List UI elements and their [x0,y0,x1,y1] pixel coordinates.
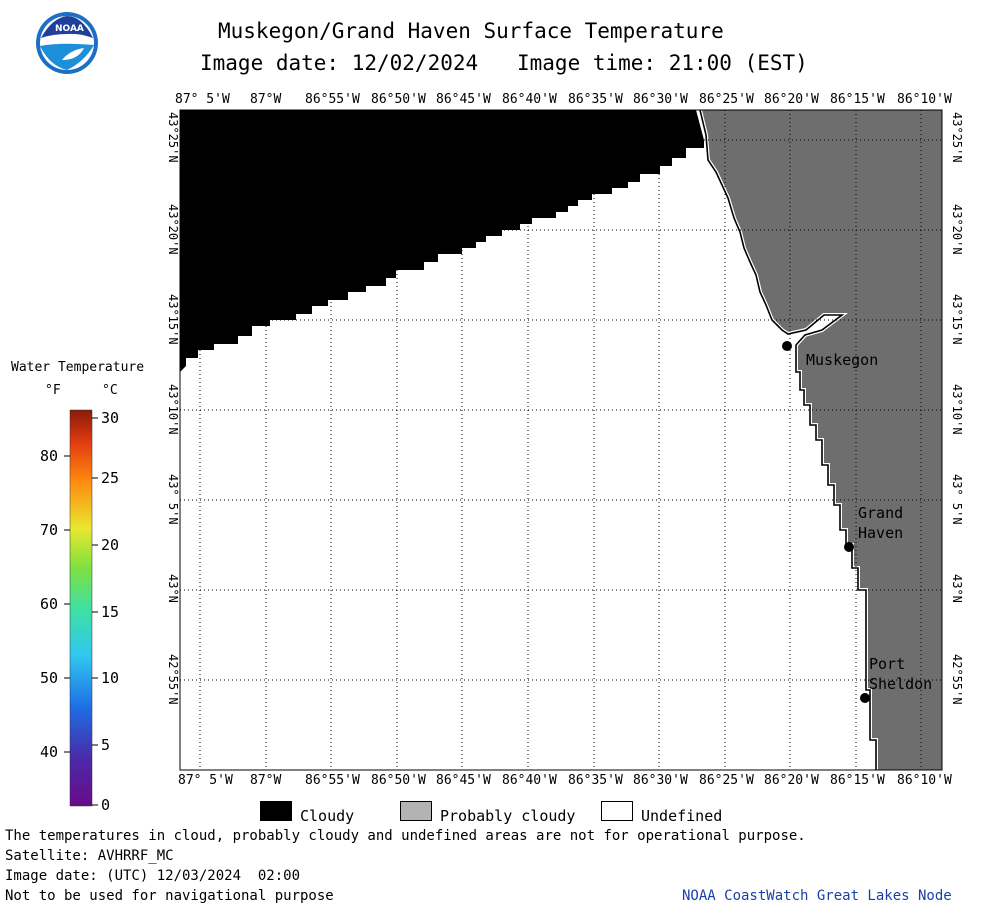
f-tick-label: 80 [40,447,59,465]
legend-label-cloudy: Cloudy [300,807,355,825]
f-tick-label: 50 [40,669,59,687]
lon-tick-label: 86°45'W [436,92,491,107]
lat-tick-label: 43°25'N [166,112,180,163]
lon-tick-label: 86°10'W [897,92,952,107]
legend-label-undefined: Undefined [641,807,723,825]
lat-tick-label: 43°15'N [950,294,964,345]
lat-tick-label: 43°N [950,574,964,603]
unit-celsius: °C [102,383,118,398]
lat-tick-label: 43°10'N [950,384,964,435]
c-tick-label: 30 [101,409,120,427]
lat-tick-label: 43° 5'N [950,474,964,525]
lon-tick-label: 86°40'W [502,92,557,107]
legend-swatch-undefined [601,801,633,821]
lon-tick-label: 86°50'W [371,92,426,107]
lat-tick-label: 42°55'N [166,654,180,705]
credit-link[interactable]: NOAA CoastWatch Great Lakes Node [682,888,952,904]
lat-tick-label: 43°N [166,574,180,603]
image-time: Image time: 21:00 (EST) [517,51,808,75]
lon-tick-label: 86°15'W [830,92,885,107]
lon-tick-label: 86°20'W [764,92,819,107]
lon-tick-label: 87°W [250,773,282,788]
color-scale-bar [69,409,93,807]
legend-label-probably-cloudy: Probably cloudy [440,807,576,825]
lon-tick-label: 86°40'W [502,773,557,788]
grand-haven-marker-icon [844,542,854,552]
city-label-grand-haven: Grand Haven [858,504,904,542]
lon-tick-label: 86°45'W [436,773,491,788]
c-tick-label: 25 [101,469,120,487]
lon-tick-label: 86°10'W [897,773,952,788]
lon-tick-label: 87° 5'W [175,92,230,107]
lon-tick-label: 86°55'W [305,92,360,107]
f-tick-label: 60 [40,595,59,613]
lon-tick-label: 86°35'W [568,773,623,788]
c-tick-label: 0 [101,796,111,814]
lon-tick-label: 86°15'W [830,773,885,788]
city-label-port-sheldon: Port Sheldon [869,655,933,693]
lon-tick-label: 86°35'W [568,92,623,107]
lat-tick-label: 43°15'N [166,294,180,345]
lon-tick-label: 87°W [250,92,282,107]
lon-tick-label: 86°30'W [633,773,688,788]
lat-tick-label: 43°20'N [950,204,964,255]
satellite-info: Satellite: AVHRRF_MC [5,848,174,864]
f-tick-label: 70 [40,521,59,539]
lon-tick-label: 86°50'W [371,773,426,788]
image-date: Image date: 12/02/2024 [200,51,479,75]
color-scale-title: Water Temperature [11,360,145,375]
muskegon-marker-icon [782,341,792,351]
unit-fahrenheit: °F [45,383,61,398]
f-tick-label: 40 [40,743,59,761]
c-tick-label: 5 [101,736,111,754]
disclaimer-note: The temperatures in cloud, probably clou… [5,828,806,844]
city-label-muskegon: Muskegon [806,351,879,369]
lon-tick-label: 86°55'W [305,773,360,788]
lon-tick-label: 86°30'W [633,92,688,107]
lon-tick-label: 86°25'W [699,773,754,788]
port-sheldon-marker-icon [860,693,870,703]
lon-tick-label: 87° 5'W [178,773,233,788]
lat-tick-label: 43°20'N [166,204,180,255]
lat-tick-label: 43°10'N [166,384,180,435]
legend-swatch-probably-cloudy [400,801,432,821]
lon-tick-label: 86°20'W [764,773,819,788]
c-tick-label: 10 [101,669,120,687]
page-title: Muskegon/Grand Haven Surface Temperature [218,19,724,43]
lat-tick-label: 43° 5'N [166,474,180,525]
lat-tick-label: 42°55'N [950,654,964,705]
noaa-logo-text: NOAA [55,24,84,34]
c-tick-label: 20 [101,536,120,554]
lon-tick-label: 86°25'W [699,92,754,107]
c-tick-label: 15 [101,603,120,621]
navigation-warning: Not to be used for navigational purpose [5,888,334,904]
legend-swatch-cloudy [260,801,292,821]
lat-tick-label: 43°25'N [950,112,964,163]
utc-image-date: Image date: (UTC) 12/03/2024 02:00 [5,868,301,884]
